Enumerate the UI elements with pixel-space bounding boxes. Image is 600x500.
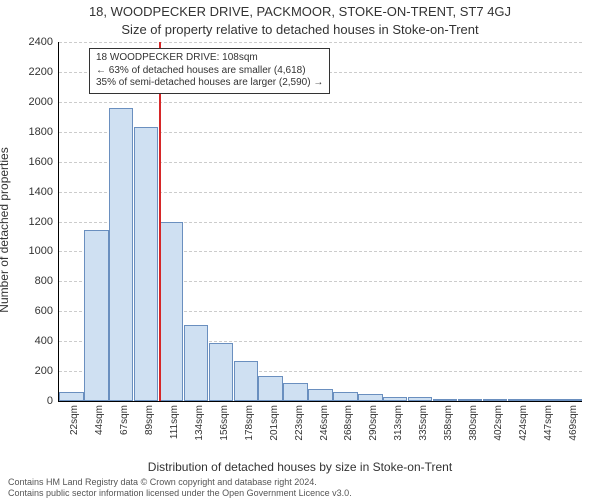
histogram-bar [159, 222, 183, 402]
histogram-bar [508, 399, 532, 401]
x-tick-label: 134sqm [194, 405, 205, 441]
footer-line-2: Contains public sector information licen… [8, 488, 592, 498]
x-tick-label: 447sqm [543, 405, 554, 441]
x-tick-label: 201sqm [269, 405, 280, 441]
x-tick-label: 178sqm [244, 405, 255, 441]
y-tick-label: 1000 [29, 245, 53, 257]
x-tick-label: 469sqm [568, 405, 579, 441]
x-tick-label: 246sqm [319, 405, 330, 441]
x-tick-label: 290sqm [368, 405, 379, 441]
histogram-bar [458, 399, 482, 401]
x-tick-label: 67sqm [119, 405, 130, 435]
histogram-bar [84, 230, 108, 401]
histogram-bar [258, 376, 282, 401]
y-tick-label: 2000 [29, 96, 53, 108]
histogram-bar [308, 389, 332, 401]
histogram-bar [383, 397, 407, 401]
y-tick-label: 200 [35, 365, 53, 377]
histogram-bar [333, 392, 357, 401]
x-tick-label: 156sqm [219, 405, 230, 441]
y-tick-label: 1400 [29, 186, 53, 198]
histogram-bar [557, 399, 581, 401]
y-tick-label: 400 [35, 335, 53, 347]
histogram-bar [109, 108, 133, 401]
y-tick-label: 1200 [29, 216, 53, 228]
histogram-bar [209, 343, 233, 401]
x-tick-label: 22sqm [69, 405, 80, 435]
x-tick-label: 313sqm [393, 405, 404, 441]
histogram-bar [433, 399, 457, 401]
footer-line-1: Contains HM Land Registry data © Crown c… [8, 477, 592, 487]
gridline [59, 102, 582, 103]
x-tick-label: 335sqm [418, 405, 429, 441]
chart-container: { "titles": { "address": "18, WOODPECKER… [0, 0, 600, 500]
histogram-bar [408, 397, 432, 401]
x-tick-label: 402sqm [493, 405, 504, 441]
x-tick-label: 223sqm [294, 405, 305, 441]
y-tick-label: 1600 [29, 156, 53, 168]
histogram-bar [532, 399, 556, 401]
y-tick-label: 2400 [29, 36, 53, 48]
y-tick-label: 800 [35, 275, 53, 287]
annotation-line-3: 35% of semi-detached houses are larger (… [96, 77, 323, 90]
x-tick-label: 89sqm [144, 405, 155, 435]
y-tick-label: 1800 [29, 126, 53, 138]
x-tick-label: 44sqm [94, 405, 105, 435]
histogram-bar [483, 399, 507, 401]
x-tick-label: 268sqm [343, 405, 354, 441]
histogram-bar [184, 325, 208, 401]
y-tick-label: 600 [35, 305, 53, 317]
histogram-bar [283, 383, 307, 401]
y-axis-label: Number of detached properties [0, 65, 11, 230]
annotation-line-1: 18 WOODPECKER DRIVE: 108sqm [96, 52, 323, 65]
marker-line [159, 42, 161, 401]
y-tick-label: 2200 [29, 66, 53, 78]
annotation-box: 18 WOODPECKER DRIVE: 108sqm ← 63% of det… [89, 48, 330, 94]
x-axis-label: Distribution of detached houses by size … [0, 460, 600, 474]
y-tick-label: 0 [47, 395, 53, 407]
annotation-line-2: ← 63% of detached houses are smaller (4,… [96, 65, 323, 78]
footer-attribution: Contains HM Land Registry data © Crown c… [8, 477, 592, 498]
x-tick-label: 358sqm [443, 405, 454, 441]
x-tick-label: 424sqm [518, 405, 529, 441]
gridline [59, 42, 582, 43]
histogram-bar [134, 127, 158, 401]
plot-area: 0200400600800100012001400160018002000220… [58, 42, 582, 402]
histogram-bar [358, 394, 382, 401]
histogram-bar [59, 392, 83, 401]
chart-subtitle: Size of property relative to detached ho… [0, 22, 600, 37]
chart-title-address: 18, WOODPECKER DRIVE, PACKMOOR, STOKE-ON… [0, 4, 600, 19]
x-tick-label: 111sqm [169, 405, 180, 439]
histogram-bar [234, 361, 258, 401]
x-tick-label: 380sqm [468, 405, 479, 441]
